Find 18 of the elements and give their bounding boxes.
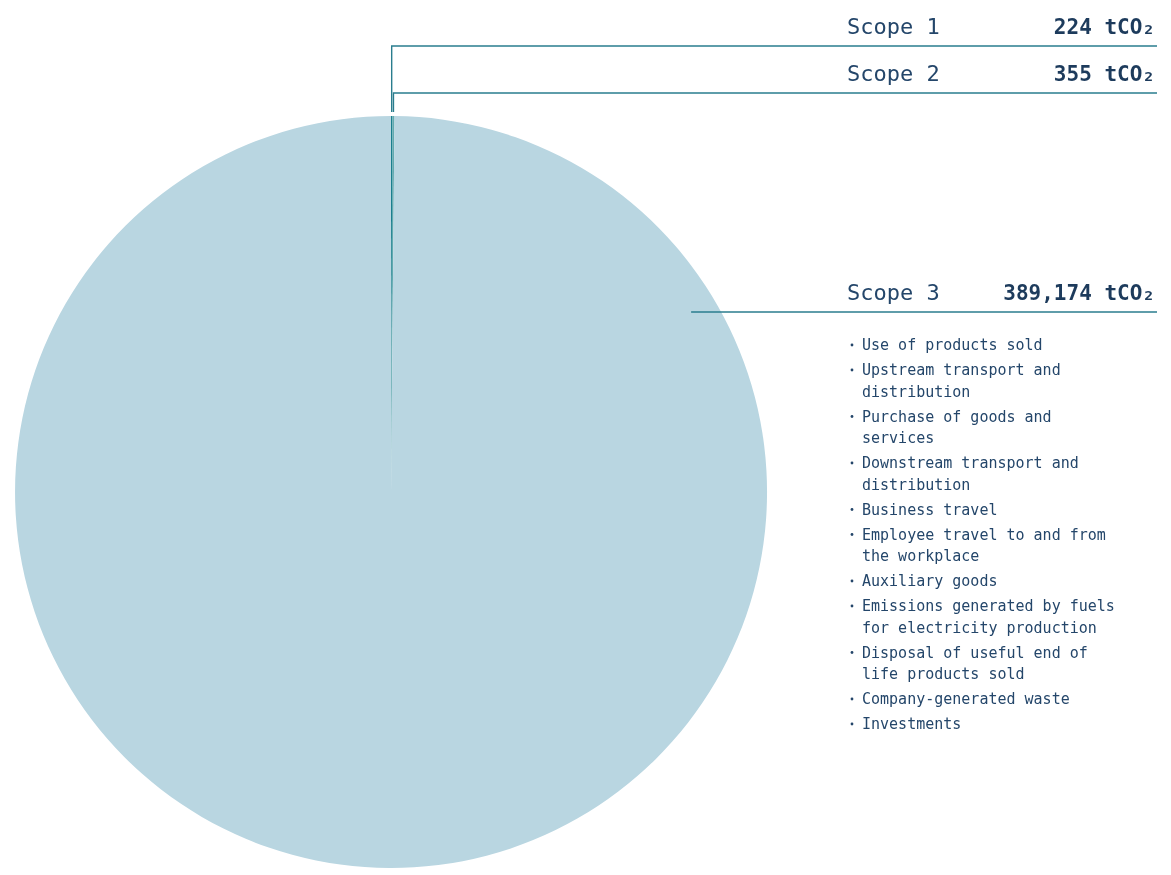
text: Use of products sold <box>862 336 1043 354</box>
data-label: 389,174 tCO₂ <box>1003 281 1155 305</box>
text: Employee travel to and from the workplace <box>862 525 1106 565</box>
slice-label: Scope 1 <box>847 14 940 39</box>
text: Auxiliary goods <box>862 572 998 590</box>
text: Upstream transport and distribution <box>862 361 1061 401</box>
text: Company-generated waste <box>862 690 1070 708</box>
slice-label: Scope 3 <box>847 280 940 305</box>
data-label: 355 tCO₂ <box>1053 62 1155 86</box>
text: Disposal of useful end of life products sold <box>862 643 1088 683</box>
slice-label: Scope 2 <box>847 61 940 86</box>
pie-slice <box>15 116 767 868</box>
text: Purchase of goods and services <box>862 407 1052 447</box>
text: Investments <box>862 715 962 733</box>
data-label: 224 tCO₂ <box>1053 15 1155 39</box>
text: Emissions generated by fuels for electricity production <box>862 597 1115 637</box>
text: Downstream transport and distribution <box>862 454 1079 494</box>
text: Business travel <box>862 500 998 519</box>
